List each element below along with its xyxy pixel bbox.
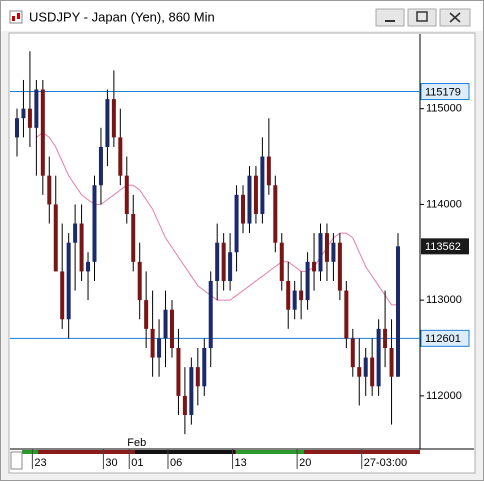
candle-body	[292, 290, 297, 310]
candle-body	[15, 118, 19, 138]
candle-body	[182, 395, 187, 416]
candle-body	[21, 108, 26, 119]
price-tag-label: 115179	[425, 86, 461, 98]
candle-body	[376, 328, 381, 387]
candle-body	[79, 223, 84, 272]
month-label: Feb	[127, 437, 146, 449]
candle-body	[337, 242, 342, 291]
candle-body	[189, 367, 194, 416]
candle-body	[202, 348, 207, 387]
x-tick-label: 23	[34, 457, 46, 469]
candle-body	[215, 242, 220, 281]
x-tick-label: 27-03:00	[364, 457, 407, 469]
candle-body	[312, 261, 317, 272]
candle-body	[221, 242, 226, 281]
y-tick-label: 115000	[426, 103, 462, 115]
close-button[interactable]	[439, 8, 471, 27]
plot-area: 112000 113000 114000 115000 115179 112601 23 30…	[10, 51, 470, 469]
app-icon	[9, 10, 23, 24]
candle-body	[279, 242, 284, 281]
candle-body	[305, 261, 310, 301]
maximize-button[interactable]	[407, 8, 437, 27]
window-title: USDJPY - Japan (Yen), 860 Min	[29, 9, 215, 24]
chart-panel	[8, 32, 476, 474]
candle-body	[344, 290, 349, 339]
candle-body	[389, 348, 394, 377]
candle-body	[350, 338, 355, 368]
candle-body	[98, 146, 103, 186]
candle-body	[247, 175, 252, 224]
candle-body	[286, 280, 291, 310]
candle-body	[73, 223, 78, 243]
price-tag	[420, 83, 470, 101]
candle-body	[111, 99, 116, 138]
x-tick-label: 30	[105, 457, 117, 469]
candle-body	[318, 233, 323, 272]
candle-body	[195, 367, 200, 387]
y-tick-label: 112000	[426, 390, 462, 402]
candle-body	[357, 367, 362, 377]
x-tick-label: 20	[299, 457, 311, 469]
candle-body	[208, 280, 213, 349]
candle-body	[370, 357, 375, 387]
candle-body	[169, 309, 174, 349]
last-price-tag	[421, 238, 469, 255]
minimize-button[interactable]	[375, 8, 405, 27]
candle-body	[266, 156, 271, 186]
x-tick-label: 01	[131, 457, 143, 469]
candle-body	[234, 194, 239, 253]
candle-body	[53, 204, 58, 272]
candle-body	[299, 290, 304, 301]
candle-body	[124, 175, 129, 214]
candle-body	[105, 99, 110, 147]
candle-body	[176, 348, 181, 396]
x-tick-label: 13	[235, 457, 247, 469]
session-strip	[10, 450, 420, 470]
candle-body	[34, 89, 39, 128]
price-tag	[420, 329, 470, 347]
price-tag-label: 112601	[425, 333, 461, 345]
candle-body	[396, 246, 400, 377]
candle-body	[363, 357, 368, 377]
candle-body	[273, 185, 278, 243]
candle-body	[253, 175, 258, 214]
candle-body	[228, 252, 233, 281]
last-price-label: 113562	[425, 241, 461, 253]
candle-body	[131, 213, 136, 262]
candle-body	[157, 338, 162, 358]
candle-body	[47, 175, 52, 205]
candle-body	[66, 242, 71, 320]
y-tick-label: 113000	[426, 294, 462, 306]
candle-body	[27, 108, 32, 128]
candle-body	[163, 309, 168, 339]
candle-body	[383, 328, 388, 349]
candle-body	[137, 261, 142, 301]
candle-body	[324, 233, 329, 262]
candle-body	[241, 194, 246, 224]
candle-body	[150, 328, 155, 358]
candle-body	[144, 300, 149, 329]
x-tick-label: 06	[170, 457, 182, 469]
candle-body	[60, 271, 65, 320]
candle-body	[86, 261, 91, 272]
candle-body	[260, 156, 265, 214]
candle-body	[118, 137, 123, 176]
candle-body	[40, 89, 45, 176]
candle-body	[331, 242, 336, 262]
candle-body	[92, 185, 97, 262]
y-tick-label: 114000	[426, 198, 462, 210]
